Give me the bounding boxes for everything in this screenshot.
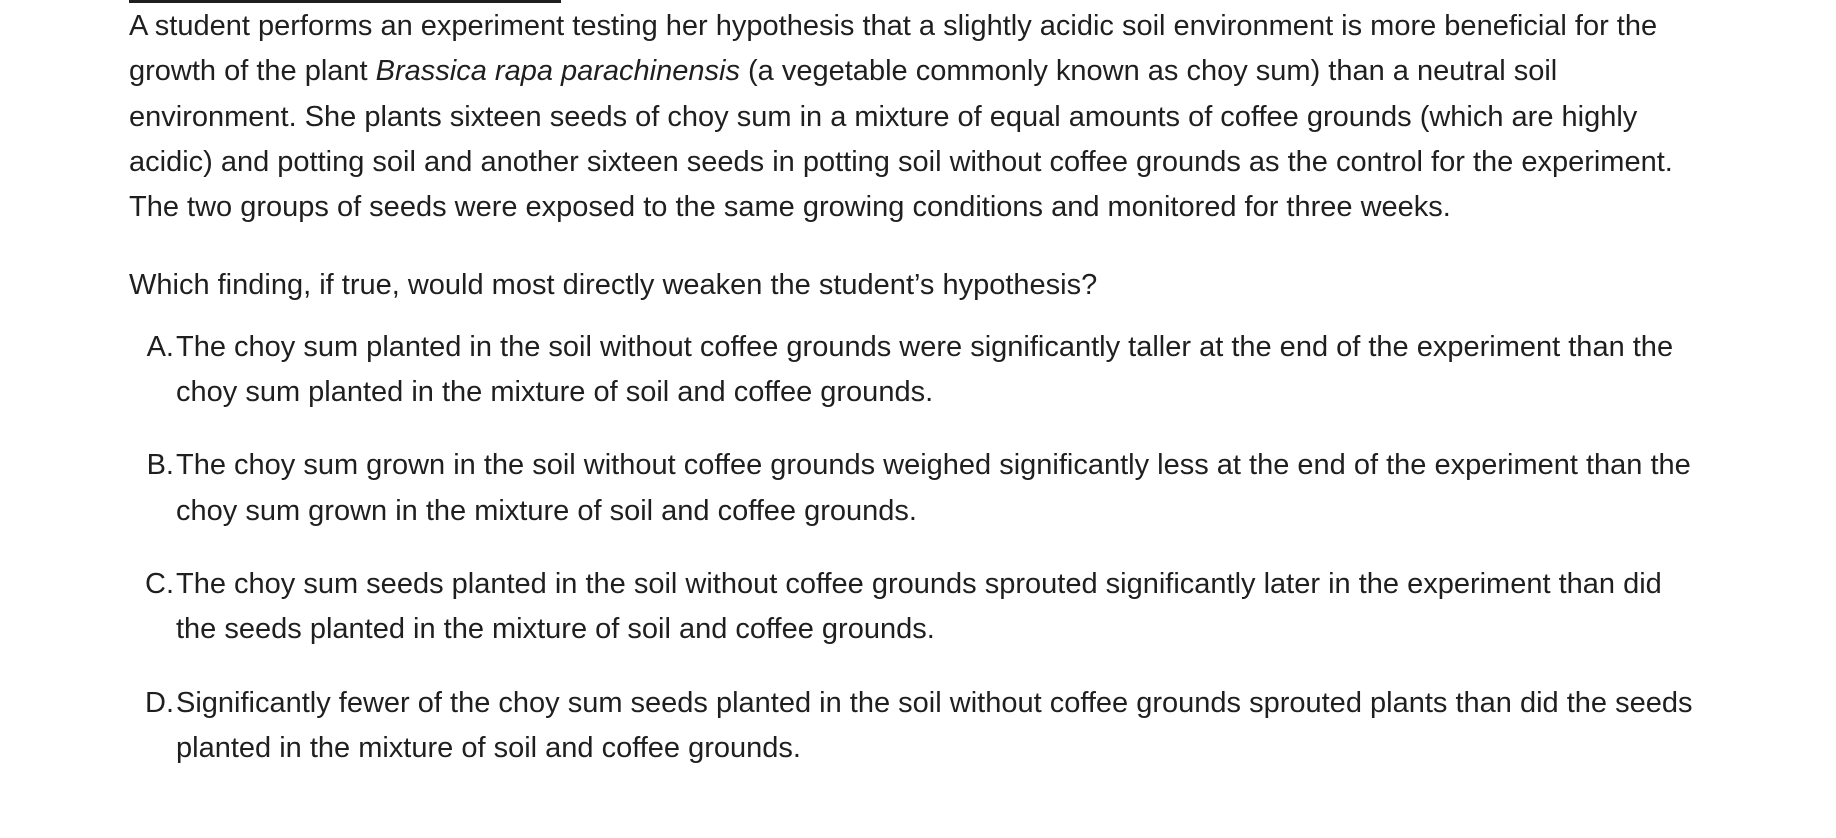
plant-scientific-name: Brassica rapa parachinensis — [375, 55, 740, 88]
answer-choice-a[interactable]: A. The choy sum planted in the soil with… — [129, 325, 1709, 416]
passage-text-end: (a vegetable commonly known as choy sum)… — [129, 55, 1673, 224]
answer-choice-d[interactable]: D. Significantly fewer of the choy sum s… — [129, 681, 1709, 772]
choice-text: The choy sum planted in the soil without… — [176, 330, 1674, 409]
question-prompt: Which finding, if true, would most direc… — [129, 269, 1098, 302]
choice-text: Significantly fewer of the choy sum seed… — [176, 686, 1693, 764]
passage-text-start: A student performs an experiment testing… — [129, 10, 1658, 88]
top-divider — [129, 0, 561, 3]
choice-letter: C. — [145, 567, 174, 600]
choice-letter: A. — [146, 330, 174, 363]
choice-text: The choy sum seeds planted in the soil w… — [176, 567, 1662, 646]
choice-letter: B. — [146, 449, 174, 482]
answer-choice-c[interactable]: C. The choy sum seeds planted in the soi… — [129, 562, 1709, 653]
answer-choice-b[interactable]: B. The choy sum grown in the soil withou… — [129, 443, 1709, 534]
passage-text: A student performs an experiment testing… — [129, 4, 1709, 230]
answer-choices: A. The choy sum planted in the soil with… — [129, 325, 1709, 771]
choice-letter: D. — [145, 686, 174, 719]
choice-text: The choy sum grown in the soil without c… — [176, 449, 1691, 527]
question-content: A student performs an experiment testing… — [129, 4, 1709, 799]
